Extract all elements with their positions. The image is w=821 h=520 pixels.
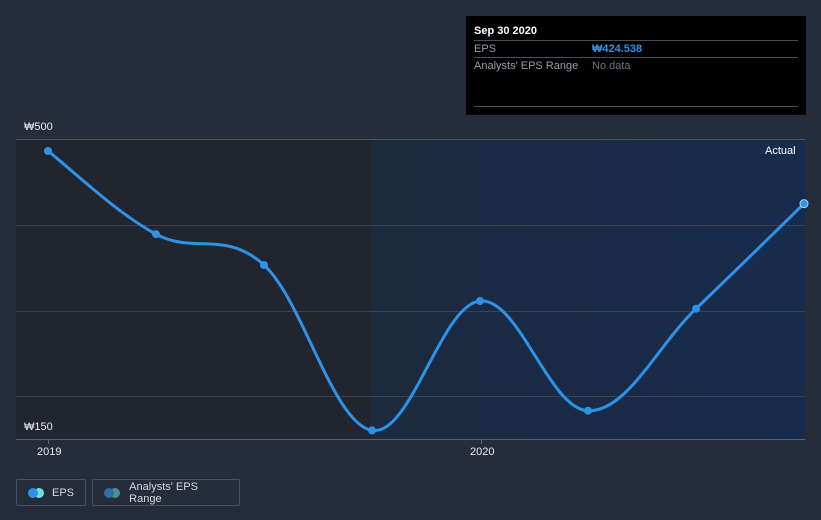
tooltip-range-value: No data bbox=[592, 60, 631, 72]
eps-data-point[interactable] bbox=[476, 297, 484, 305]
past-region bbox=[16, 139, 371, 439]
eps-line[interactable] bbox=[46, 149, 806, 432]
tooltip-row-eps: EPS ₩424.538 bbox=[474, 40, 798, 57]
eps-data-point[interactable] bbox=[152, 230, 160, 239]
eps-legend-icon bbox=[28, 487, 44, 498]
tooltip-eps-value: ₩424.538 bbox=[592, 43, 643, 55]
eps-data-point[interactable] bbox=[44, 147, 52, 155]
legend-item-analysts-range[interactable]: Analysts' EPS Range bbox=[92, 479, 240, 506]
legend-label-eps: EPS bbox=[51, 486, 74, 499]
tooltip-range-label: Analysts' EPS Range bbox=[474, 60, 579, 72]
eps-data-point[interactable] bbox=[368, 426, 376, 435]
tooltip-divider bbox=[474, 106, 798, 107]
legend-label-analysts-range: Analysts' EPS Range bbox=[129, 480, 198, 505]
actual-region-label: Actual bbox=[765, 145, 796, 157]
analysts-range-legend-icon bbox=[104, 487, 120, 498]
y-axis-label-top: ₩500 bbox=[24, 121, 53, 133]
x-axis-label-2019: 2019 bbox=[37, 446, 62, 458]
tooltip: Sep 30 2020 EPS ₩424.538 Analysts' EPS R… bbox=[466, 16, 806, 115]
eps-data-point[interactable] bbox=[584, 406, 592, 415]
actual-region bbox=[371, 139, 805, 439]
eps-points bbox=[44, 147, 809, 435]
y-axis-label-bottom: ₩150 bbox=[24, 421, 53, 433]
x-axis-label-2020: 2020 bbox=[470, 446, 495, 458]
legend-item-eps[interactable]: EPS bbox=[16, 479, 86, 506]
eps-data-point[interactable] bbox=[692, 304, 700, 313]
eps-data-point[interactable] bbox=[799, 199, 809, 209]
tooltip-title: Sep 30 2020 bbox=[474, 25, 537, 37]
legend: EPS Analysts' EPS Range bbox=[16, 479, 240, 506]
tooltip-row-range: Analysts' EPS Range No data bbox=[474, 57, 798, 74]
tooltip-eps-label: EPS bbox=[474, 43, 497, 55]
eps-data-point[interactable] bbox=[260, 261, 268, 269]
